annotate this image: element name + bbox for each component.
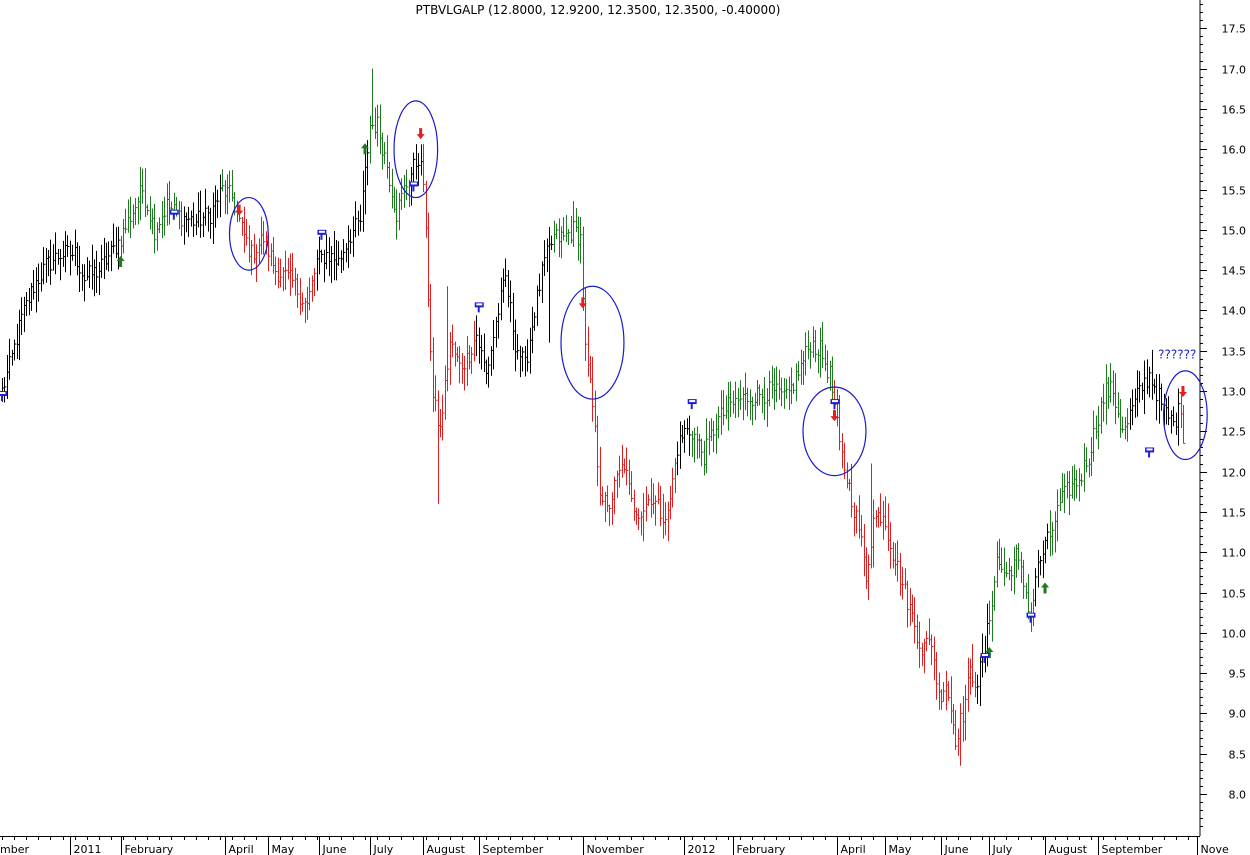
x-tick-label: July [373, 843, 394, 855]
y-tick-label: 14.5 [1222, 265, 1247, 278]
y-tick-label: 9.5 [1229, 668, 1247, 681]
chart-title: PTBVLGALP (12.8000, 12.9200, 12.3500, 12… [416, 3, 781, 17]
y-tick-label: 13.0 [1222, 386, 1247, 399]
up-arrow-icon [361, 143, 369, 155]
bars-layer [2, 68, 1186, 766]
x-tick-label: April [841, 843, 866, 855]
y-tick-label: 17.0 [1222, 64, 1247, 77]
y-tick-label: 12.5 [1222, 426, 1247, 439]
x-axis-layer: mber 2011 February April May June July August Se… [0, 836, 1229, 855]
highlight-circle [1162, 370, 1208, 461]
flag-marker-inner [476, 303, 483, 306]
flag-marker-inner [982, 653, 989, 656]
up-arrow-icon [985, 646, 994, 658]
x-tick-label: August [1049, 843, 1088, 855]
flag-marker-inner [410, 182, 417, 185]
flag-marker-inner [1028, 613, 1034, 616]
x-tick-label: April [229, 843, 254, 855]
x-tick-label: September [483, 843, 544, 855]
x-tick-label: February [737, 843, 786, 855]
up-arrow-icon [116, 256, 125, 268]
highlight-circle [393, 100, 439, 199]
y-tick-label: 16.0 [1222, 144, 1247, 157]
y-tick-label: 10.0 [1222, 628, 1247, 641]
flag-marker-inner [171, 210, 178, 213]
flag-marker-inner [1146, 448, 1153, 451]
flag-marker-inner [318, 230, 325, 233]
flag-marker-inner [689, 400, 696, 403]
circles-layer [228, 100, 1208, 477]
y-tick-label: 12.0 [1222, 467, 1247, 480]
y-tick-label: 10.5 [1222, 588, 1247, 601]
highlight-circle [802, 386, 867, 477]
y-tick-label: 14.0 [1222, 305, 1247, 318]
x-tick-label: August [427, 843, 466, 855]
flag-marker-inner [831, 400, 838, 403]
y-tick-label: 15.5 [1222, 185, 1247, 198]
x-tick-label: May [889, 843, 912, 855]
down-arrow-icon [1178, 386, 1187, 397]
y-tick-label: 16.5 [1222, 104, 1247, 117]
x-tick-label: September [1102, 843, 1163, 855]
y-tick-label: 15.0 [1222, 225, 1247, 238]
x-tick-label: 2012 [688, 843, 716, 855]
x-tick-label: mber [0, 843, 29, 855]
y-tick-label: 11.5 [1222, 507, 1247, 520]
y-tick-label: 9.0 [1229, 708, 1247, 721]
x-tick-label: February [125, 843, 174, 855]
flag-marker-inner [0, 392, 6, 395]
down-arrow-icon [830, 410, 839, 422]
signals-layer [0, 128, 1187, 663]
down-arrow-icon [578, 297, 587, 309]
down-arrow-icon [235, 204, 244, 216]
y-tick-label: 11.0 [1222, 547, 1247, 560]
x-tick-label: Nove [1201, 843, 1229, 855]
highlight-circle [228, 196, 269, 271]
down-arrow-icon [416, 128, 425, 140]
y-grid-layer: 8.0 8.5 9.0 9.5 10.0 10.5 11.0 11.5 12.0 12.5 13.0… [1199, 0, 1247, 836]
x-tick-label: 2011 [74, 843, 102, 855]
y-tick-label: 8.0 [1229, 789, 1247, 802]
x-tick-label: July [992, 843, 1013, 855]
y-tick-label: 17.5 [1222, 23, 1247, 36]
x-tick-label: June [944, 843, 969, 855]
x-tick-label: June [322, 843, 347, 855]
highlight-circle [560, 285, 625, 400]
x-tick-label: May [272, 843, 295, 855]
x-tick-label: November [587, 843, 645, 855]
y-tick-label: 8.5 [1229, 749, 1247, 762]
up-arrow-icon [1041, 582, 1050, 594]
question-marks-annotation: ?????? [1158, 348, 1196, 362]
y-tick-label: 13.5 [1222, 346, 1247, 359]
